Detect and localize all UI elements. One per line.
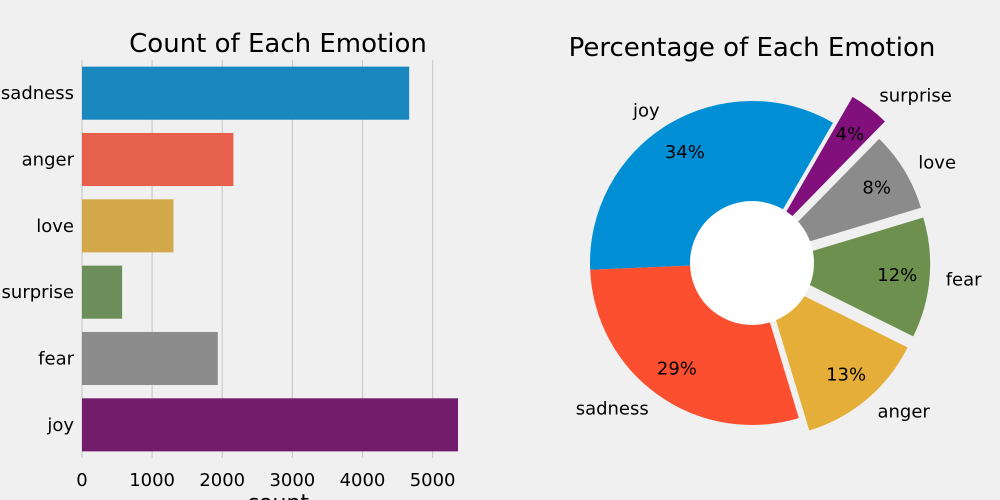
bar-category-labels: sadness anger love surprise fear joy	[1, 83, 75, 436]
bar-x-tick-label: 0	[76, 470, 87, 491]
pie-slice-fear	[768, 217, 931, 337]
pie-category-label: fear	[946, 269, 982, 290]
bar-category-label: anger	[22, 150, 75, 171]
bar-fear	[82, 331, 218, 386]
bar-anger	[82, 132, 234, 187]
bar-x-ticks: 0 1000 2000 3000 4000 5000	[76, 470, 455, 491]
bar-surprise	[82, 265, 123, 319]
bar-x-tick-label: 3000	[269, 470, 315, 491]
pie-labels: 34%joy 29% sadness 13% anger 12% fear 8% love 4% s…	[576, 85, 982, 422]
pie-category-label: love	[918, 152, 956, 173]
pie-slice-anger	[762, 275, 908, 431]
bar-category-label: sadness	[1, 83, 74, 104]
pie-percent-label: 12%	[877, 265, 917, 286]
bar-category-label: joy	[46, 415, 74, 436]
pie-donut-hole	[690, 201, 814, 325]
bar-category-label: fear	[38, 349, 74, 370]
pie-percent-label: 13%	[826, 364, 866, 385]
pie-chart-title: Percentage of Each Emotion	[569, 33, 936, 63]
bar-x-tick-label: 2000	[199, 470, 245, 491]
pie-category-label: surprise	[879, 85, 951, 106]
pie-percent-label: 29%	[657, 359, 697, 380]
bar-category-label: surprise	[2, 282, 74, 303]
bar-x-tick-label: 1000	[129, 470, 175, 491]
pie-chart: Percentage of Each Emotion 34%joy 29% sadn…	[569, 33, 982, 431]
bar-category-label: love	[36, 216, 74, 237]
pie-percent-label: 4%	[836, 124, 865, 145]
bar-x-tick-label: 4000	[340, 470, 386, 491]
pie-percent-label: 34%	[665, 142, 705, 163]
bar-sadness	[82, 66, 410, 120]
bar-grid	[81, 60, 434, 458]
bar-x-axis-label: count	[247, 491, 309, 500]
bar-chart-title: Count of Each Emotion	[129, 29, 427, 59]
pie-category-label: joy	[632, 101, 660, 122]
pie-category-label: anger	[877, 401, 930, 422]
pie-slice-surprise	[771, 96, 885, 238]
bar-joy	[82, 398, 458, 452]
bar-chart: Count of Each Emotion sadness anger love su…	[1, 29, 458, 500]
bar-marks	[82, 66, 458, 452]
bar-love	[82, 199, 174, 253]
bar-x-tick-label: 5000	[410, 470, 456, 491]
pie-slice-love	[765, 138, 921, 255]
pie-category-label: sadness	[576, 398, 649, 419]
pie-percent-label: 8%	[862, 177, 891, 198]
